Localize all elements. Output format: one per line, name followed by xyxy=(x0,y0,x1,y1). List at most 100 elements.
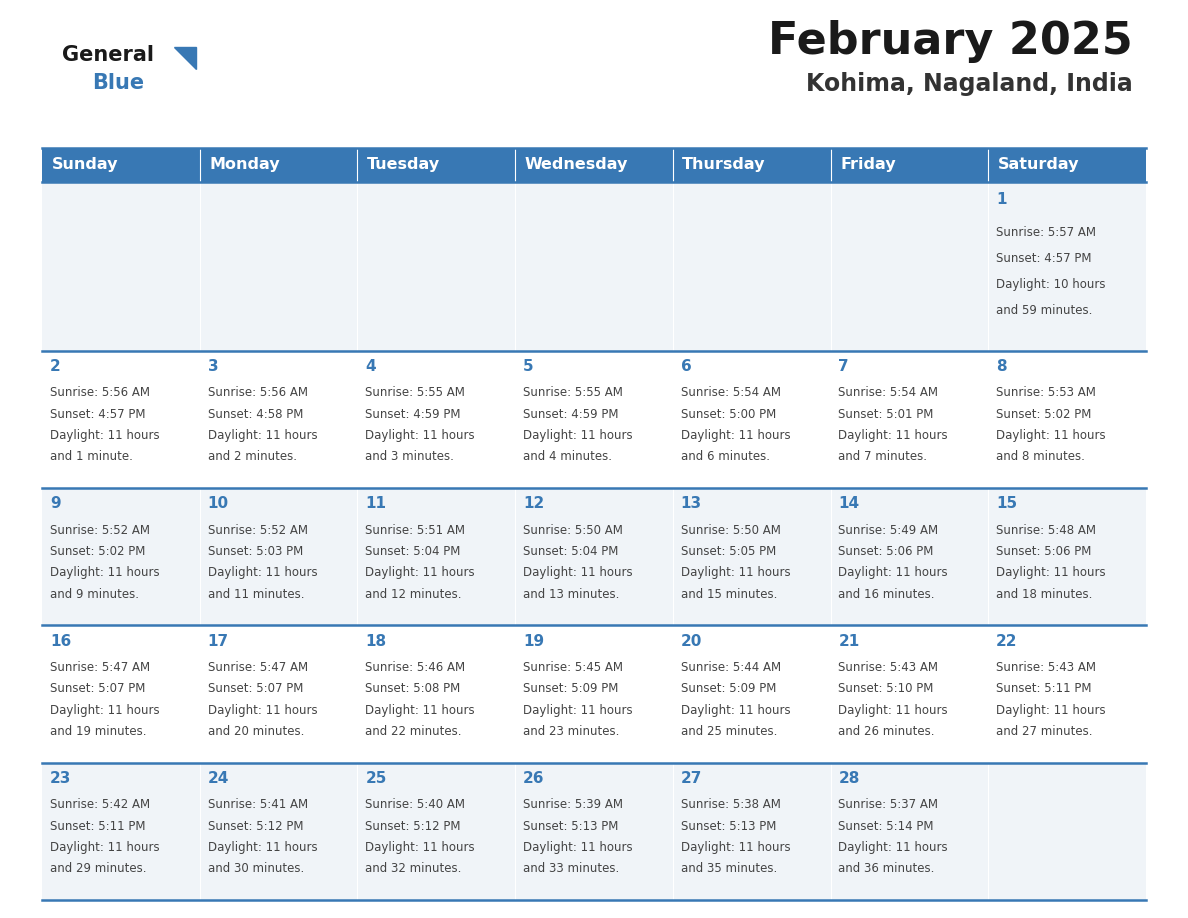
Text: Sunrise: 5:47 AM: Sunrise: 5:47 AM xyxy=(50,661,150,674)
Text: 10: 10 xyxy=(208,497,229,511)
Text: Sunrise: 5:55 AM: Sunrise: 5:55 AM xyxy=(366,386,466,399)
Text: Daylight: 11 hours: Daylight: 11 hours xyxy=(50,841,159,854)
Text: 16: 16 xyxy=(50,633,71,649)
Text: Friday: Friday xyxy=(840,158,896,173)
Text: Daylight: 11 hours: Daylight: 11 hours xyxy=(523,566,633,579)
Text: and 27 minutes.: and 27 minutes. xyxy=(997,725,1093,738)
Text: and 6 minutes.: and 6 minutes. xyxy=(681,451,770,464)
Text: and 18 minutes.: and 18 minutes. xyxy=(997,588,1093,600)
Text: Sunrise: 5:42 AM: Sunrise: 5:42 AM xyxy=(50,799,150,812)
Bar xyxy=(988,488,1146,625)
Polygon shape xyxy=(173,47,196,69)
Text: Tuesday: Tuesday xyxy=(367,158,440,173)
Text: 14: 14 xyxy=(839,497,860,511)
Text: Sunrise: 5:43 AM: Sunrise: 5:43 AM xyxy=(839,661,939,674)
Text: and 36 minutes.: and 36 minutes. xyxy=(839,862,935,875)
Text: Daylight: 11 hours: Daylight: 11 hours xyxy=(366,841,475,854)
Text: Kohima, Nagaland, India: Kohima, Nagaland, India xyxy=(807,72,1133,96)
Bar xyxy=(358,763,516,900)
Text: and 30 minutes.: and 30 minutes. xyxy=(208,862,304,875)
Text: Monday: Monday xyxy=(209,158,280,173)
Text: Daylight: 11 hours: Daylight: 11 hours xyxy=(997,429,1106,442)
Text: Sunrise: 5:53 AM: Sunrise: 5:53 AM xyxy=(997,386,1097,399)
Bar xyxy=(358,625,516,763)
Bar xyxy=(672,488,830,625)
Text: Sunday: Sunday xyxy=(51,158,118,173)
Text: Sunset: 5:08 PM: Sunset: 5:08 PM xyxy=(366,682,461,695)
Text: 2: 2 xyxy=(50,359,61,374)
Bar xyxy=(672,351,830,488)
Text: 3: 3 xyxy=(208,359,219,374)
Text: 9: 9 xyxy=(50,497,61,511)
Text: and 1 minute.: and 1 minute. xyxy=(50,451,133,464)
Text: Sunset: 5:11 PM: Sunset: 5:11 PM xyxy=(997,682,1092,695)
Text: Wednesday: Wednesday xyxy=(525,158,628,173)
Text: General: General xyxy=(62,45,154,65)
Text: Sunset: 5:07 PM: Sunset: 5:07 PM xyxy=(208,682,303,695)
Text: and 8 minutes.: and 8 minutes. xyxy=(997,451,1085,464)
Text: Sunset: 5:02 PM: Sunset: 5:02 PM xyxy=(50,545,145,558)
Bar xyxy=(988,351,1146,488)
Text: Sunrise: 5:56 AM: Sunrise: 5:56 AM xyxy=(50,386,150,399)
Text: Sunset: 4:58 PM: Sunset: 4:58 PM xyxy=(208,408,303,420)
Text: Daylight: 10 hours: Daylight: 10 hours xyxy=(997,278,1106,291)
Text: Sunset: 5:07 PM: Sunset: 5:07 PM xyxy=(50,682,145,695)
Bar xyxy=(42,488,200,625)
Text: and 13 minutes.: and 13 minutes. xyxy=(523,588,619,600)
Text: Sunset: 5:11 PM: Sunset: 5:11 PM xyxy=(50,820,145,833)
Text: Daylight: 11 hours: Daylight: 11 hours xyxy=(839,703,948,717)
Text: Daylight: 11 hours: Daylight: 11 hours xyxy=(681,429,790,442)
Bar xyxy=(830,763,988,900)
Text: and 4 minutes.: and 4 minutes. xyxy=(523,451,612,464)
Bar xyxy=(200,351,358,488)
Text: and 35 minutes.: and 35 minutes. xyxy=(681,862,777,875)
Text: 12: 12 xyxy=(523,497,544,511)
Bar xyxy=(830,182,988,351)
Text: Sunset: 5:10 PM: Sunset: 5:10 PM xyxy=(839,682,934,695)
Bar xyxy=(200,625,358,763)
Text: Daylight: 11 hours: Daylight: 11 hours xyxy=(997,566,1106,579)
Text: Daylight: 11 hours: Daylight: 11 hours xyxy=(839,429,948,442)
Text: 23: 23 xyxy=(50,771,71,786)
Text: and 15 minutes.: and 15 minutes. xyxy=(681,588,777,600)
Text: Daylight: 11 hours: Daylight: 11 hours xyxy=(208,566,317,579)
Text: Sunset: 5:13 PM: Sunset: 5:13 PM xyxy=(681,820,776,833)
Bar xyxy=(516,488,672,625)
Bar xyxy=(358,488,516,625)
Text: Sunset: 4:57 PM: Sunset: 4:57 PM xyxy=(997,252,1092,265)
Text: Sunset: 5:12 PM: Sunset: 5:12 PM xyxy=(366,820,461,833)
Text: Sunrise: 5:54 AM: Sunrise: 5:54 AM xyxy=(681,386,781,399)
Text: Daylight: 11 hours: Daylight: 11 hours xyxy=(681,703,790,717)
Text: Sunrise: 5:37 AM: Sunrise: 5:37 AM xyxy=(839,799,939,812)
Text: Daylight: 11 hours: Daylight: 11 hours xyxy=(523,703,633,717)
Bar xyxy=(42,182,200,351)
Bar xyxy=(830,351,988,488)
Text: Daylight: 11 hours: Daylight: 11 hours xyxy=(208,429,317,442)
Text: Sunrise: 5:50 AM: Sunrise: 5:50 AM xyxy=(681,524,781,537)
Text: Sunrise: 5:46 AM: Sunrise: 5:46 AM xyxy=(366,661,466,674)
Bar xyxy=(358,182,516,351)
Text: and 11 minutes.: and 11 minutes. xyxy=(208,588,304,600)
Bar xyxy=(516,763,672,900)
Text: Sunset: 5:05 PM: Sunset: 5:05 PM xyxy=(681,545,776,558)
Text: Sunrise: 5:43 AM: Sunrise: 5:43 AM xyxy=(997,661,1097,674)
Text: and 16 minutes.: and 16 minutes. xyxy=(839,588,935,600)
Text: Sunrise: 5:52 AM: Sunrise: 5:52 AM xyxy=(208,524,308,537)
Text: Thursday: Thursday xyxy=(682,158,766,173)
Text: 19: 19 xyxy=(523,633,544,649)
Text: Sunrise: 5:52 AM: Sunrise: 5:52 AM xyxy=(50,524,150,537)
Text: Sunset: 5:12 PM: Sunset: 5:12 PM xyxy=(208,820,303,833)
Text: and 23 minutes.: and 23 minutes. xyxy=(523,725,619,738)
Text: Sunrise: 5:38 AM: Sunrise: 5:38 AM xyxy=(681,799,781,812)
Text: Daylight: 11 hours: Daylight: 11 hours xyxy=(839,566,948,579)
Bar xyxy=(830,488,988,625)
Text: Sunrise: 5:45 AM: Sunrise: 5:45 AM xyxy=(523,661,623,674)
Text: Sunrise: 5:47 AM: Sunrise: 5:47 AM xyxy=(208,661,308,674)
Bar xyxy=(200,182,358,351)
Text: 8: 8 xyxy=(997,359,1006,374)
Text: and 2 minutes.: and 2 minutes. xyxy=(208,451,297,464)
Text: Daylight: 11 hours: Daylight: 11 hours xyxy=(366,703,475,717)
Text: and 3 minutes.: and 3 minutes. xyxy=(366,451,454,464)
Text: Sunset: 5:09 PM: Sunset: 5:09 PM xyxy=(523,682,619,695)
Text: Daylight: 11 hours: Daylight: 11 hours xyxy=(50,566,159,579)
